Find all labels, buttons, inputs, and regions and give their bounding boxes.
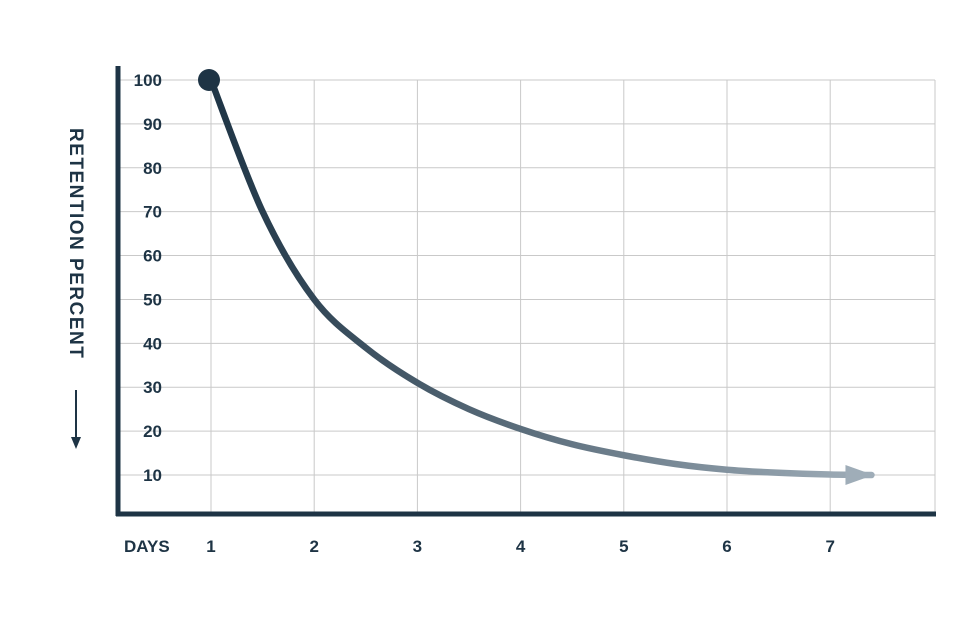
x-tick-label: 1 [206,537,215,556]
y-tick-label: 50 [143,290,162,309]
axes [115,66,936,517]
y-axis-label-arrow-icon [71,390,81,449]
x-tick-label: 2 [309,537,318,556]
y-tick-label: 20 [143,422,162,441]
y-tick-label: 80 [143,159,162,178]
y-tick-label: 90 [143,115,162,134]
series-layer [198,69,875,485]
series-start-point [198,69,220,91]
x-axis-label: DAYS [124,537,170,556]
y-tick-label: 40 [143,334,162,353]
x-tick-label: 3 [413,537,422,556]
y-tick-label: 30 [143,378,162,397]
axis-labels: DAYS RETENTION PERCENT [65,128,170,556]
tick-labels: 100 90 80 70 60 50 40 30 20 10 1 2 3 4 5 6 7 [134,71,835,556]
x-tick-label: 6 [722,537,731,556]
y-tick-label: 100 [134,71,162,90]
y-tick-label: 10 [143,466,162,485]
y-tick-label: 60 [143,247,162,266]
x-tick-label: 4 [516,537,526,556]
series-line [207,76,875,479]
y-axis-label: RETENTION PERCENT [65,128,86,359]
series-arrowhead-icon [845,465,874,485]
x-tick-label: 5 [619,537,628,556]
grid [118,79,936,514]
x-tick-label: 7 [825,537,834,556]
y-tick-label: 70 [143,203,162,222]
